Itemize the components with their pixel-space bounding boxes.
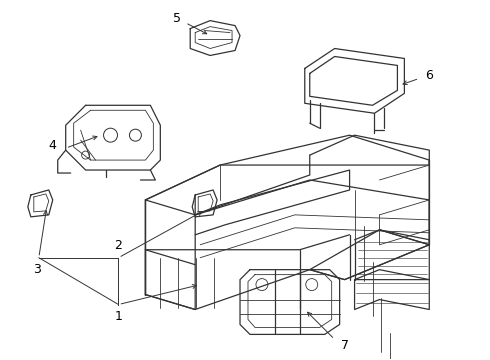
- Text: 5: 5: [173, 12, 181, 25]
- Text: 3: 3: [33, 263, 41, 276]
- Text: 1: 1: [115, 310, 122, 323]
- Text: 6: 6: [425, 69, 433, 82]
- Text: 7: 7: [341, 339, 348, 352]
- Text: 4: 4: [49, 139, 57, 152]
- Text: 2: 2: [115, 239, 122, 252]
